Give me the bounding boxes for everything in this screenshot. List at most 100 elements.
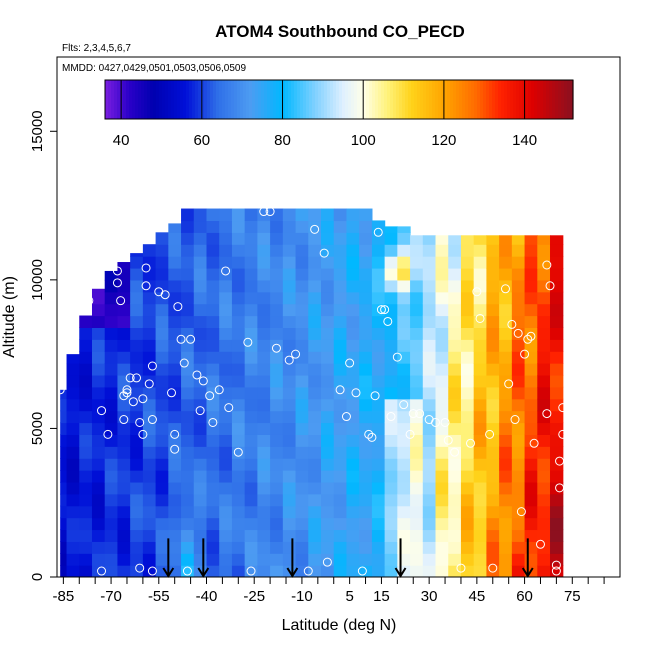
heat-cell (308, 267, 322, 281)
observation-point (141, 263, 151, 273)
heat-cell (435, 235, 449, 245)
heat-cell (511, 363, 526, 376)
heat-cell (193, 351, 208, 364)
heat-cell (79, 363, 93, 376)
heat-cell (435, 327, 449, 340)
heat-cell (168, 553, 182, 566)
heat-cell (384, 315, 398, 328)
heat-cell (537, 303, 551, 317)
heat-cell (104, 386, 119, 400)
colorbar-cell (126, 80, 130, 119)
heat-cell (130, 291, 144, 305)
heat-cell (244, 529, 258, 542)
heat-cell (410, 351, 424, 364)
heat-cell (460, 398, 475, 412)
heat-cell (66, 517, 80, 531)
heat-cell (295, 434, 309, 447)
observation-point (259, 207, 269, 217)
heat-cell (142, 493, 157, 507)
heat-cell (333, 398, 348, 412)
heat-cell (410, 339, 424, 352)
heat-cell (511, 279, 526, 293)
heat-cell (333, 517, 348, 531)
heat-cell (219, 363, 233, 376)
heat-cell (435, 398, 449, 412)
heat-cell (231, 208, 246, 222)
heat-cell (155, 529, 169, 542)
x-tick-label: -40 (196, 588, 218, 605)
heat-cell (550, 339, 564, 352)
observation-point (456, 563, 466, 573)
heat-cell (359, 374, 373, 388)
heat-cell (511, 291, 526, 305)
heat-cell (104, 279, 119, 293)
heat-cell (206, 470, 220, 483)
heat-cell (91, 339, 106, 352)
heat-cell (282, 208, 297, 222)
heat-cell (257, 291, 271, 305)
heat-cell (524, 386, 538, 400)
heat-cell (346, 208, 360, 222)
heat-cell (397, 529, 411, 542)
heat-cell (460, 446, 475, 459)
heat-cell (60, 505, 68, 519)
observation-point (246, 566, 256, 576)
heat-cell (359, 398, 373, 412)
heat-cell (448, 422, 462, 435)
heat-cell (270, 351, 284, 364)
colorbar-frame (104, 79, 574, 120)
heat-cell (359, 244, 373, 257)
heat-cell (168, 291, 182, 305)
observation-point (513, 328, 523, 338)
heat-cell (91, 493, 106, 507)
heat-cell (308, 553, 322, 566)
heat-cell (130, 267, 144, 281)
heat-cell (295, 422, 309, 435)
heat-cell (346, 327, 360, 340)
heat-cell (435, 351, 449, 364)
heat-cell (257, 351, 271, 364)
heat-cell (550, 446, 564, 459)
heat-cell (117, 553, 131, 566)
heat-cell (422, 517, 437, 531)
heat-cell (155, 517, 169, 531)
heat-cell (295, 363, 309, 376)
heat-cell (321, 315, 335, 328)
colorbar-cell (504, 80, 508, 119)
colorbar-cell (552, 80, 556, 119)
heat-cell (142, 458, 157, 471)
heat-cell (168, 374, 182, 388)
heat-cell (155, 410, 169, 424)
heat-cell (448, 374, 462, 388)
heat-cell (550, 565, 564, 577)
heat-cell (270, 398, 284, 412)
heat-cell (104, 327, 119, 340)
heat-cell (422, 458, 437, 471)
heat-cell (91, 291, 106, 305)
heat-cell (486, 434, 500, 447)
y-tick-label: 5000 (29, 412, 46, 445)
y-axis: 0 5000 10000 15000 (29, 110, 57, 581)
heat-cell (537, 505, 551, 519)
heat-cell (231, 529, 246, 542)
heat-cell (346, 481, 360, 495)
heat-cell (282, 446, 297, 459)
heat-cell (244, 279, 258, 293)
observation-point (182, 566, 192, 576)
heat-cell (282, 434, 297, 447)
heat-cell (206, 517, 220, 531)
heat-cell (499, 565, 513, 577)
heat-cell (231, 256, 246, 269)
heat-cell (168, 529, 182, 542)
heat-cell (282, 374, 297, 388)
heat-cell (257, 446, 271, 459)
heat-cell (206, 256, 220, 269)
heat-cell (257, 470, 271, 483)
heat-cell (460, 565, 475, 577)
heat-cell (359, 256, 373, 269)
heat-cell (308, 422, 322, 435)
heat-cell (66, 481, 80, 495)
observation-point (380, 305, 390, 315)
heat-cell (193, 208, 208, 222)
heat-cell (117, 434, 131, 447)
